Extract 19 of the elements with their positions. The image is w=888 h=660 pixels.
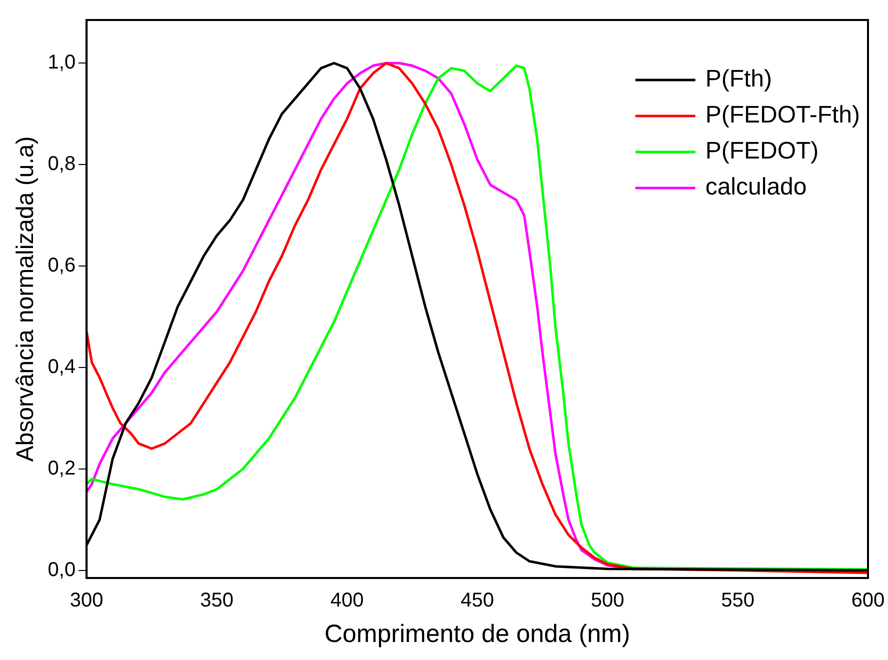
y-axis-title: Absorvância normalizada (u.a) (12, 136, 40, 462)
legend-label: P(FEDOT-Fth) (705, 102, 860, 129)
x-tick-label: 400 (330, 590, 364, 612)
y-tick-label: 0,6 (48, 254, 76, 277)
x-tick-label: 300 (70, 590, 104, 612)
legend-label: P(FEDOT) (705, 138, 819, 165)
x-tick-label: 550 (721, 590, 754, 612)
y-tick-label: 0,8 (48, 153, 76, 176)
x-tick-label: 500 (590, 590, 624, 612)
y-tick-label: 1,0 (48, 52, 76, 74)
x-tick-label: 450 (460, 590, 494, 612)
x-axis-title: Comprimento de onda (nm) (324, 620, 630, 648)
legend-label: calculado (705, 174, 807, 201)
x-tick-label: 350 (200, 590, 234, 612)
y-tick-label: 0,0 (48, 558, 76, 581)
y-tick-label: 0,4 (48, 356, 76, 378)
y-tick-label: 0,2 (48, 457, 76, 480)
x-tick-label: 600 (851, 590, 885, 612)
legend-label: P(Fth) (705, 66, 772, 93)
